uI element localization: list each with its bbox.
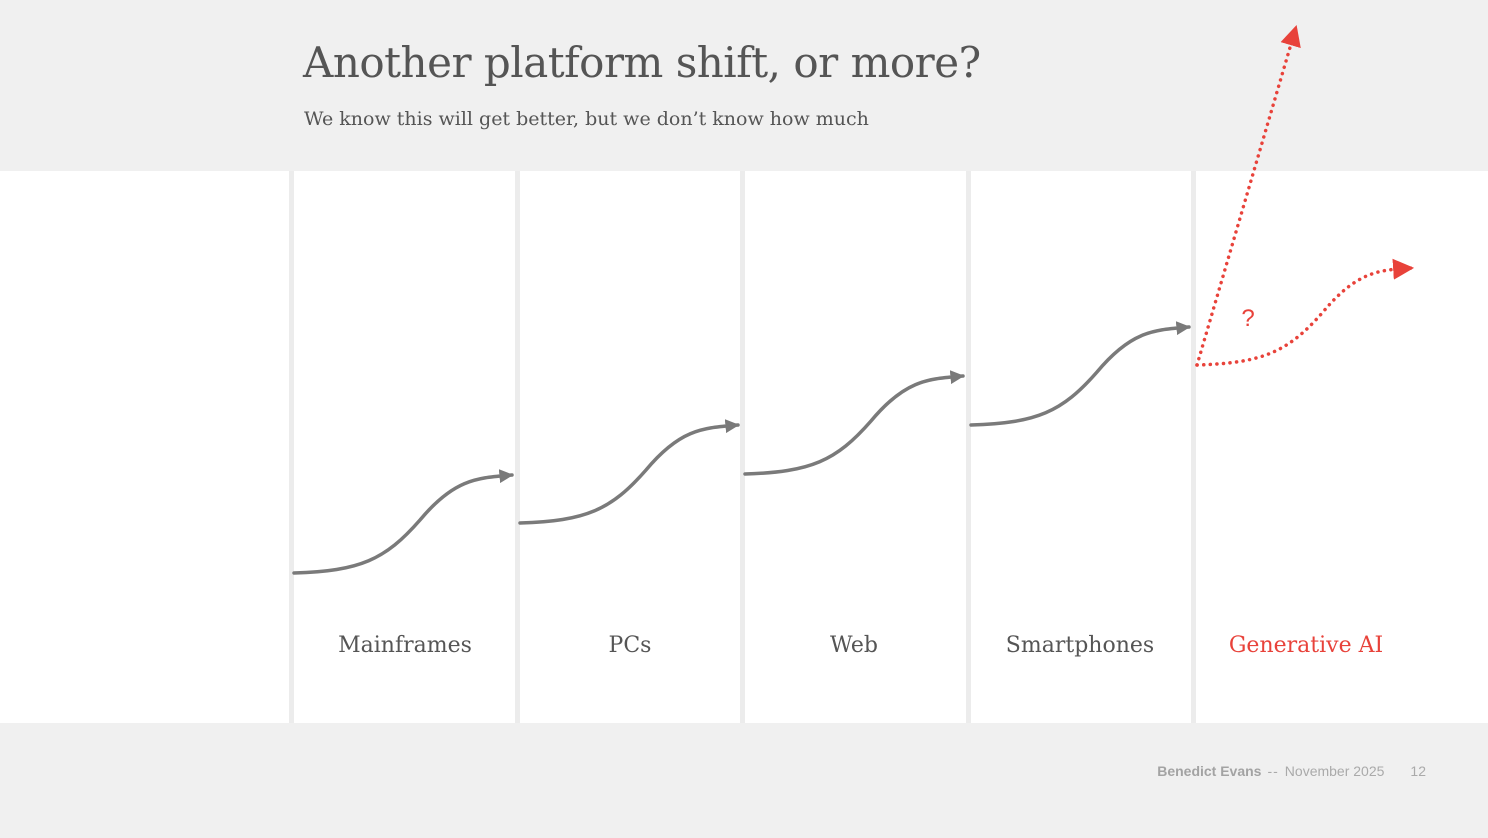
column-divider [966,171,971,723]
column-divider [289,171,294,723]
era-label-generative-ai: Generative AI [1229,633,1383,658]
column-divider [740,171,745,723]
question-mark: ? [1241,305,1254,332]
footer-author: Benedict Evans [1157,763,1262,779]
era-label-mainframes: Mainframes [338,633,472,658]
s-curve-web [743,370,965,476]
era-label-web: Web [830,633,878,658]
footer-date: November 2025 [1284,763,1385,779]
genai-projections [1195,24,1415,367]
slide-title: Another platform shift, or more? [303,38,981,87]
footer-separator: -- [1267,763,1279,779]
page-number: 12 [1410,763,1426,779]
column-dividers [289,171,1196,723]
s-curve-pcs [518,419,740,525]
slide-subtitle: We know this will get better, but we don… [304,108,869,130]
era-labels: Mainframes PCs Web Smartphones Generativ… [338,633,1383,658]
s-curve-smartphones [969,321,1191,427]
era-label-smartphones: Smartphones [1006,633,1154,658]
column-divider [515,171,520,723]
genai-s-curve-projection [1195,258,1415,367]
column-divider [1191,171,1196,723]
era-label-pcs: PCs [609,633,652,658]
slide-footer: Benedict Evans -- November 2025 12 [1157,763,1426,779]
s-curves [292,321,1191,575]
genai-steep-projection [1195,24,1301,367]
s-curve-mainframes [292,469,514,575]
